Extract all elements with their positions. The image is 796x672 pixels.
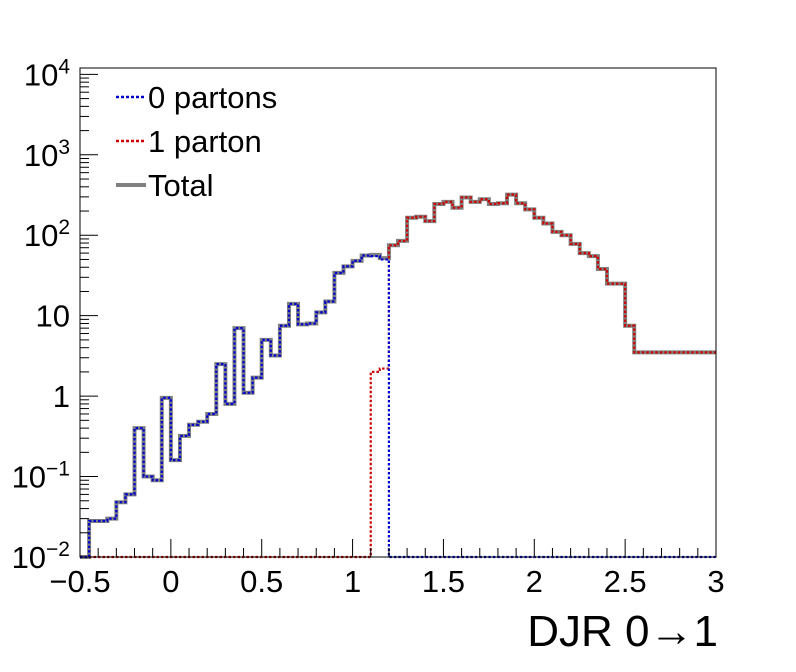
legend-label-1-parton: 1 parton — [148, 124, 262, 159]
y-tick-label: 10−2 — [12, 538, 70, 575]
y-tick-label: 1 — [53, 379, 70, 414]
x-tick-label: −0.5 — [49, 564, 110, 599]
x-tick-label: 2 — [526, 564, 543, 599]
x-tick-label: 2.5 — [604, 564, 647, 599]
legend: 0 partons 1 parton Total — [116, 80, 277, 203]
y-tick-label: 103 — [24, 136, 70, 173]
y-tick-label: 10 — [36, 299, 70, 334]
labels-layer: −0.5 0 0.5 1 1.5 2 2.5 3 10−2 10−1 1 10 102 103 104 — [12, 55, 725, 599]
y-tick-label: 104 — [24, 55, 70, 92]
plot-frame — [79, 67, 717, 558]
series-line-0-partons — [80, 254, 716, 559]
ticks-layer — [79, 73, 717, 558]
x-axis-title: DJR 0→1 — [527, 607, 718, 656]
x-tick-label: 0 — [162, 564, 179, 599]
x-tick-label: 0.5 — [240, 564, 283, 599]
legend-label-total: Total — [148, 168, 213, 203]
x-tick-label: 3 — [707, 564, 724, 599]
legend-label-0-partons: 0 partons — [148, 80, 277, 115]
y-tick-label: 10−1 — [12, 458, 70, 495]
x-tick-label: 1.5 — [422, 564, 465, 599]
x-tick-label: 1 — [344, 564, 361, 599]
y-tick-label: 102 — [24, 216, 70, 253]
